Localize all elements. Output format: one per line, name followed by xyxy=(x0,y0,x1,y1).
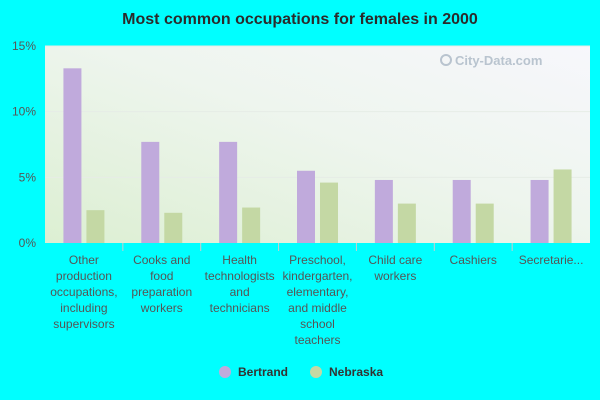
bar-nebraska-5 xyxy=(475,203,494,243)
x-tick-label-line: occupations, xyxy=(50,285,117,299)
x-tick-label-line: workers xyxy=(373,269,416,283)
legend-label-nebraska: Nebraska xyxy=(329,365,383,379)
bar-nebraska-2 xyxy=(242,207,261,243)
bar-nebraska-3 xyxy=(320,182,338,243)
x-tick-label-line: supervisors xyxy=(53,317,114,331)
x-tick-label-line: and xyxy=(230,285,250,299)
bar-nebraska-1 xyxy=(164,212,183,243)
x-tick-label: Other production occupations, including supe… xyxy=(50,253,117,331)
x-tick-label-line: school xyxy=(300,317,335,331)
gridlines xyxy=(45,45,590,178)
x-tick-label-line: preparation xyxy=(131,285,192,299)
x-tick-label: Child care workers xyxy=(368,253,422,283)
chart-title: Most common occupations for females in 2… xyxy=(122,11,478,28)
x-tick-label-line: kindergarten, xyxy=(282,269,352,283)
x-tick-label-line: Cooks and xyxy=(133,253,190,267)
x-tick-label: Cashiers xyxy=(450,253,497,267)
y-tick-label: 10% xyxy=(12,105,36,119)
bar-bertrand-4 xyxy=(374,179,393,243)
legend-swatch-bertrand xyxy=(219,366,231,378)
x-tick-label-line: technicians xyxy=(210,301,270,315)
x-tick-label-line: including xyxy=(60,301,107,315)
x-tick-label-line: Secretarie... xyxy=(519,253,584,267)
bar-nebraska-0 xyxy=(86,210,105,243)
search-icon xyxy=(440,54,452,66)
x-tick-label-line: Cashiers xyxy=(450,253,497,267)
y-tick-label: 0% xyxy=(19,236,37,250)
x-axis-labels: Other production occupations, including supe… xyxy=(50,243,583,347)
x-tick-label-line: Child care xyxy=(368,253,422,267)
x-tick-label-line: elementary, xyxy=(287,285,349,299)
x-tick-label-line: Preschool, xyxy=(289,253,346,267)
x-tick-label-line: workers xyxy=(140,301,183,315)
x-tick-label-line: technologists xyxy=(205,269,275,283)
x-tick-label-line: Other xyxy=(69,253,99,267)
bar-bertrand-2 xyxy=(219,141,238,243)
bar-nebraska-4 xyxy=(397,203,416,243)
bar-bertrand-1 xyxy=(141,141,160,243)
bars xyxy=(63,68,572,244)
y-tick-label: 5% xyxy=(19,170,37,184)
x-tick-label: Health technologists and technicians xyxy=(205,253,275,315)
x-tick-label-line: teachers xyxy=(294,333,340,347)
x-tick-label: Preschool, kindergarten, elementary, and mi… xyxy=(282,253,352,347)
legend: Bertrand Nebraska xyxy=(219,365,383,379)
x-tick-label-line: food xyxy=(150,269,173,283)
watermark: City-Data.com xyxy=(440,53,542,68)
watermark-text: City-Data.com xyxy=(455,53,542,68)
plot-area xyxy=(45,46,590,243)
y-axis-ticks: 0% 5% 10% 15% xyxy=(12,39,36,250)
x-tick-label: Cooks and food preparation workers xyxy=(131,253,192,315)
bar-bertrand-5 xyxy=(452,179,471,243)
bar-bertrand-3 xyxy=(297,170,315,243)
y-tick-label: 15% xyxy=(12,39,36,53)
legend-swatch-nebraska xyxy=(310,366,322,378)
legend-label-bertrand: Bertrand xyxy=(238,365,288,379)
bar-bertrand-6 xyxy=(530,179,549,243)
x-tick-label-line: and middle xyxy=(288,301,347,315)
bar-nebraska-6 xyxy=(553,169,572,243)
x-tick-label-line: Health xyxy=(222,253,257,267)
bar-bertrand-0 xyxy=(63,68,82,244)
x-tick-label-line: production xyxy=(56,269,112,283)
x-tick-label: Secretarie... xyxy=(519,253,584,267)
